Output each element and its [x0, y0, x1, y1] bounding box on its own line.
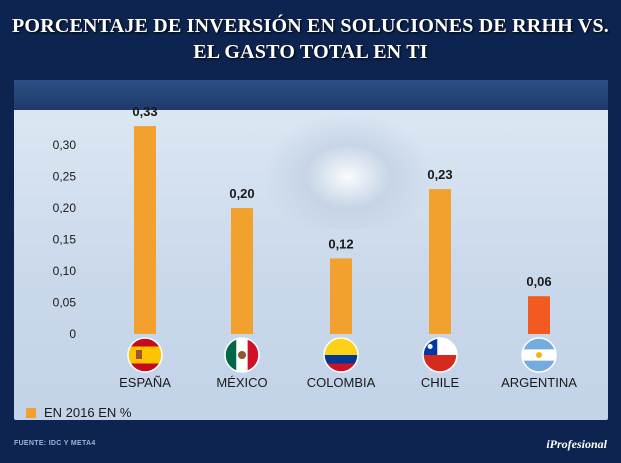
bar-value-label: 0,06 [526, 274, 551, 289]
source-note: FUENTE: IDC Y META4 [14, 440, 96, 447]
y-tick-label: 0,15 [53, 233, 77, 247]
hand-holding-apps-illustration [262, 112, 434, 230]
y-tick-label: 0,20 [53, 201, 77, 215]
legend: EN 2016 EN % [26, 405, 131, 420]
bar [429, 189, 451, 334]
chart-title: PORCENTAJE DE INVERSIÓN EN SOLUCIONES DE… [0, 0, 621, 78]
bar-value-label: 0,33 [132, 104, 157, 119]
brand-logo: iProfesional [546, 437, 607, 451]
argentina-flag-icon [521, 337, 557, 373]
bar [330, 258, 352, 334]
spain-flag-icon [127, 337, 163, 373]
y-tick-label: 0,30 [53, 138, 77, 152]
legend-swatch [26, 407, 36, 418]
bar-value-label: 0,12 [328, 236, 353, 251]
y-tick-label: 0,05 [53, 296, 77, 310]
y-tick-label: 0 [69, 327, 76, 341]
x-tick-label: ESPAÑA [119, 375, 171, 390]
bar-value-label: 0,20 [229, 186, 254, 201]
x-tick-label: MÉXICO [216, 375, 267, 390]
bar [134, 126, 156, 334]
mexico-flag-icon [224, 337, 260, 373]
y-tick-label: 0,25 [53, 170, 77, 184]
legend-label: EN 2016 EN % [44, 405, 132, 420]
bar-value-label: 0,23 [427, 167, 452, 182]
bar [528, 296, 550, 334]
source-label: FUENTE: [14, 440, 47, 447]
footer [0, 428, 621, 463]
chart-title-line-2: EL GASTO TOTAL EN TI [193, 41, 428, 63]
chart-title-line-1: PORCENTAJE DE INVERSIÓN EN SOLUCIONES DE… [12, 15, 609, 37]
x-tick-label: ARGENTINA [501, 375, 577, 390]
y-axis: 0 0,05 0,10 0,15 0,20 0,25 0,30 [53, 138, 77, 341]
x-tick-label: COLOMBIA [307, 375, 376, 390]
flags [127, 337, 557, 373]
colombia-flag-icon [323, 337, 359, 373]
y-tick-label: 0,10 [53, 264, 77, 278]
chile-flag-icon [422, 337, 458, 373]
bar [231, 208, 253, 334]
bars: 0,33 0,20 0,12 0,23 0,06 [132, 104, 552, 334]
x-axis-labels: ESPAÑA MÉXICO COLOMBIA CHILE ARGENTINA [119, 375, 577, 390]
source-text: IDC Y META4 [48, 440, 96, 447]
x-tick-label: CHILE [421, 375, 460, 390]
chart-header-band [14, 80, 608, 110]
